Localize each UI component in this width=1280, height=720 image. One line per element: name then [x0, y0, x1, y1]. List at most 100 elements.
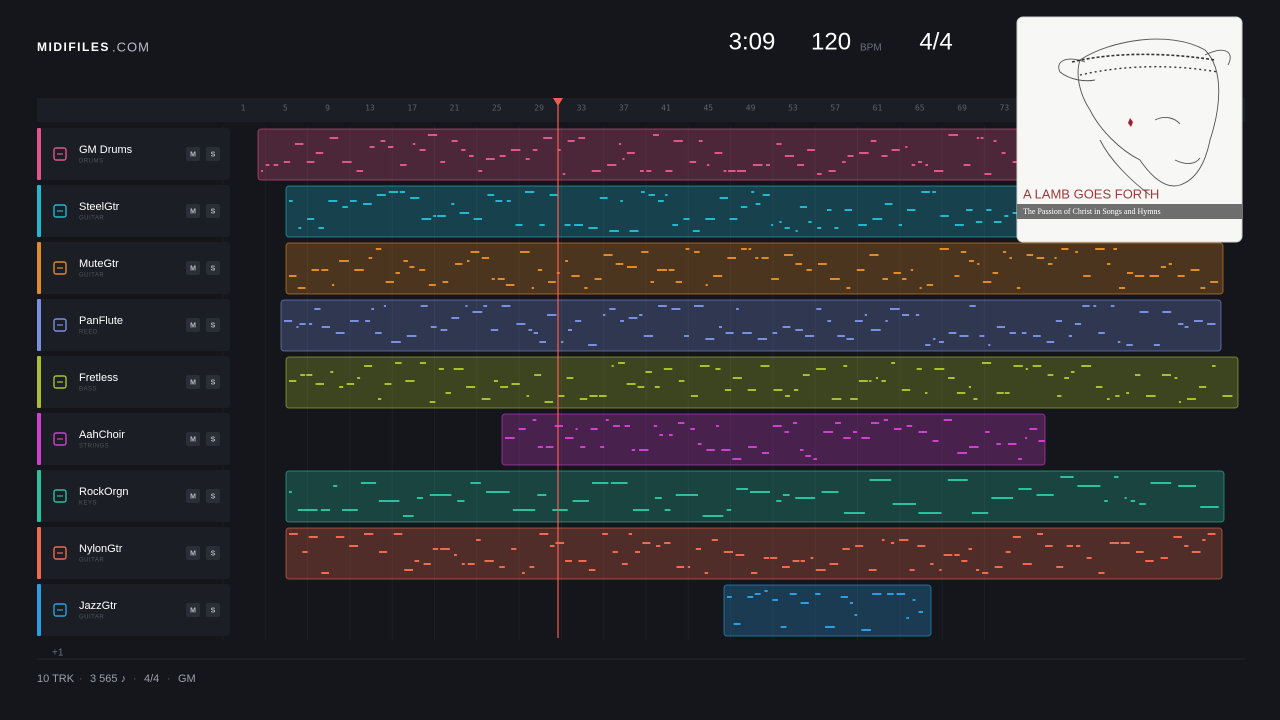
more-tracks[interactable]: +1	[52, 648, 64, 659]
ruler-label: 1	[241, 104, 246, 113]
track-color-strip	[37, 527, 41, 579]
track-icon	[53, 261, 67, 275]
track-icon	[53, 489, 67, 503]
track-name: JazzGtr	[79, 600, 117, 612]
track-category: STRINGS	[79, 444, 109, 450]
solo-button[interactable]	[206, 432, 220, 446]
track-header[interactable]	[37, 128, 230, 180]
solo-label: S	[211, 151, 216, 158]
time: 3:09	[729, 28, 776, 55]
separator: ·	[167, 673, 171, 685]
playhead-handle[interactable]	[553, 98, 563, 106]
track-color-strip	[37, 413, 41, 465]
clip-notes	[289, 476, 1219, 517]
solo-button[interactable]	[206, 204, 220, 218]
solo-button[interactable]	[206, 147, 220, 161]
track-icon	[53, 318, 67, 332]
tempo-unit: BPM	[860, 43, 882, 54]
track-color-strip	[37, 584, 41, 636]
solo-label: S	[211, 208, 216, 215]
track-color-strip	[37, 299, 41, 351]
mute-button[interactable]	[186, 489, 200, 503]
ruler-label: 53	[788, 104, 798, 113]
clip-notes	[289, 362, 1233, 403]
track-name: Fretless	[79, 372, 119, 384]
track-name: MuteGtr	[79, 258, 119, 270]
clip-notes	[284, 305, 1216, 346]
track-category: REED	[79, 330, 98, 336]
mute-label: M	[190, 550, 196, 557]
mute-button[interactable]	[186, 375, 200, 389]
cover-card	[1016, 16, 1243, 243]
solo-button[interactable]	[206, 603, 220, 617]
track-name: PanFlute	[79, 315, 123, 327]
mute-button[interactable]	[186, 204, 200, 218]
mute-button[interactable]	[186, 546, 200, 560]
track-icon	[53, 375, 67, 389]
track-header[interactable]	[37, 185, 230, 237]
solo-label: S	[211, 550, 216, 557]
clip[interactable]	[723, 584, 932, 637]
ruler-label: 13	[365, 104, 375, 113]
meter: 4/4	[919, 28, 952, 55]
track-name: SteelGtr	[79, 201, 120, 213]
clip-notes	[289, 533, 1216, 574]
track-header[interactable]	[37, 413, 230, 465]
mute-button[interactable]	[186, 261, 200, 275]
solo-button[interactable]	[206, 546, 220, 560]
mute-button[interactable]	[186, 603, 200, 617]
mute-label: M	[190, 151, 196, 158]
solo-button[interactable]	[206, 375, 220, 389]
mute-label: M	[190, 436, 196, 443]
separator: ·	[79, 673, 83, 685]
track-category: GUITAR	[79, 615, 104, 621]
track-icon	[53, 204, 67, 218]
track-header[interactable]	[37, 584, 230, 636]
solo-label: S	[211, 322, 216, 329]
track-header[interactable]	[37, 527, 230, 579]
footer-tracks: 10 TRK	[37, 673, 75, 685]
clip-notes	[505, 419, 1045, 460]
track-color-strip	[37, 470, 41, 522]
solo-button[interactable]	[206, 318, 220, 332]
track-name: NylonGtr	[79, 543, 123, 555]
ruler-label: 9	[325, 104, 330, 113]
ruler-label: 65	[915, 104, 925, 113]
mute-button[interactable]	[186, 432, 200, 446]
clip[interactable]	[285, 527, 1223, 580]
solo-button[interactable]	[206, 261, 220, 275]
track-header[interactable]	[37, 242, 230, 294]
mute-button[interactable]	[186, 318, 200, 332]
mute-button[interactable]	[186, 147, 200, 161]
footer-bank: GM	[178, 673, 196, 685]
clip[interactable]	[280, 299, 1222, 352]
track-header[interactable]	[37, 356, 230, 408]
track-color-strip	[37, 356, 41, 408]
track-category: KEYS	[79, 501, 97, 507]
track-color-strip	[37, 185, 41, 237]
mute-label: M	[190, 493, 196, 500]
footer-meter: 4/4	[144, 673, 159, 685]
track-header[interactable]	[37, 299, 230, 351]
solo-button[interactable]	[206, 489, 220, 503]
ruler-label: 37	[619, 104, 629, 113]
track-icon	[53, 432, 67, 446]
cover-band	[1017, 204, 1242, 219]
clip[interactable]	[285, 470, 1225, 523]
clip[interactable]	[501, 413, 1046, 466]
track-name: GM Drums	[79, 144, 133, 156]
ruler-label: 17	[407, 104, 417, 113]
logo[interactable]: MIDIFILES	[37, 40, 110, 54]
track-category: GUITAR	[79, 216, 104, 222]
clip[interactable]	[285, 242, 1224, 295]
album-cover[interactable]: A LAMB GOES FORTH The Passion of Christ …	[1016, 16, 1243, 243]
blood-drop	[1128, 118, 1133, 127]
track-header[interactable]	[37, 470, 230, 522]
solo-label: S	[211, 436, 216, 443]
track-category: GUITAR	[79, 558, 104, 564]
footer-notes: 3 565 ♪	[90, 673, 126, 685]
lamb-sketch	[1058, 38, 1231, 196]
cover-subtitle: The Passion of Christ in Songs and Hymns	[1023, 207, 1161, 216]
clip[interactable]	[285, 356, 1239, 409]
